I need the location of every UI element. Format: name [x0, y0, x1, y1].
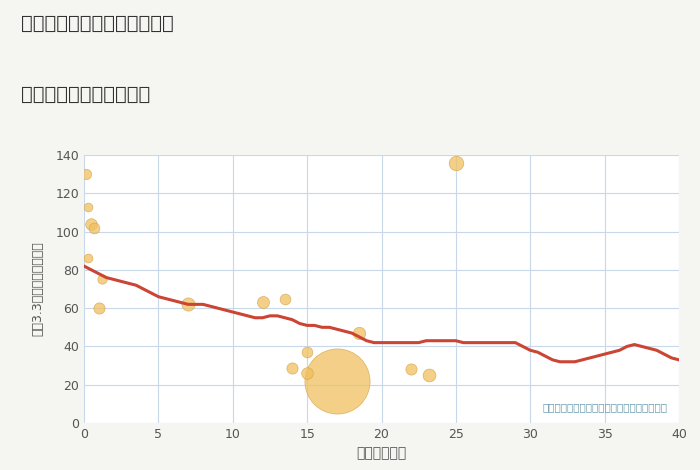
Point [183, 301, 194, 308]
Point [80, 171, 92, 178]
Text: 円の大きさは、取引のあった物件面積を示す: 円の大きさは、取引のあった物件面積を示す [542, 402, 667, 412]
Point [96, 276, 108, 283]
Point [86, 220, 97, 228]
Point [302, 369, 313, 377]
Point [93, 305, 104, 312]
Point [354, 329, 365, 337]
Point [424, 371, 435, 379]
Point [257, 299, 268, 306]
Point [331, 377, 342, 384]
Point [450, 159, 461, 166]
Text: 愛知県稲沢市平和町中三宅の: 愛知県稲沢市平和町中三宅の [21, 14, 174, 33]
Point [406, 366, 417, 373]
Point [302, 348, 313, 356]
Y-axis label: 坪（3.3㎡）単価（万円）: 坪（3.3㎡）単価（万円） [32, 242, 44, 337]
Point [89, 224, 100, 232]
X-axis label: 築年数（年）: 築年数（年） [356, 446, 407, 461]
Point [287, 364, 298, 371]
Point [82, 255, 93, 262]
Point [279, 295, 290, 302]
Text: 築年数別中古戸建て価格: 築年数別中古戸建て価格 [21, 85, 150, 103]
Point [83, 203, 94, 211]
